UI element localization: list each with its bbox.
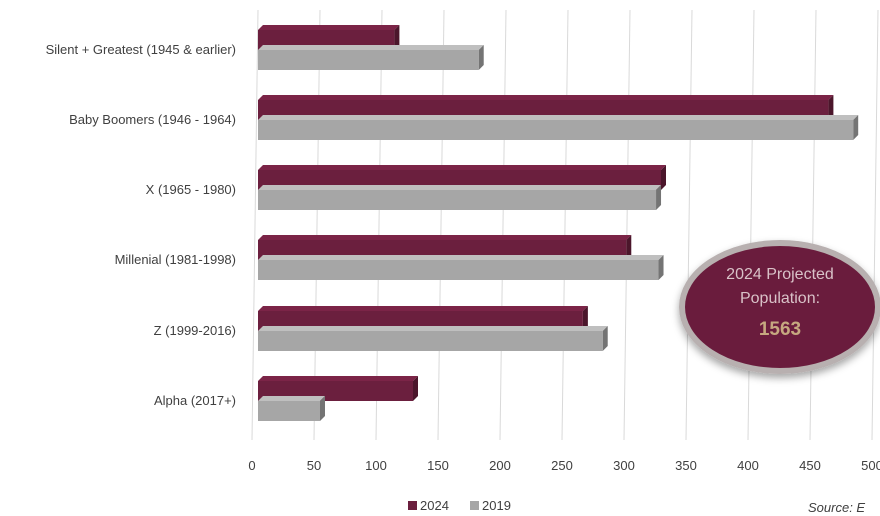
category-label: Alpha (2017+) xyxy=(154,393,236,408)
gridline xyxy=(251,9,259,441)
gridline xyxy=(685,9,693,441)
gridline xyxy=(499,9,507,441)
x-tick-label: 350 xyxy=(675,458,697,473)
bar-top-face xyxy=(258,185,662,190)
legend-label: 2019 xyxy=(482,498,511,513)
bar-side-face xyxy=(853,115,859,140)
bar-2019 xyxy=(258,190,657,210)
projection-callout: 2024 Projected Population: 1563 xyxy=(679,240,880,374)
bar-top-face xyxy=(258,95,834,100)
gridline xyxy=(375,9,383,441)
callout-value: 1563 xyxy=(759,319,801,340)
x-tick-label: 0 xyxy=(248,458,255,473)
gridline xyxy=(561,9,569,441)
x-tick-label: 100 xyxy=(365,458,387,473)
bar-side-face xyxy=(658,255,664,280)
category-labels: Silent + Greatest (1945 & earlier) Baby B… xyxy=(46,42,236,408)
gridlines xyxy=(251,9,879,441)
bar-side-face xyxy=(320,396,325,421)
callout-line-1: 2024 Projected xyxy=(726,266,834,283)
callout-bubble xyxy=(679,240,880,374)
bar-side-face xyxy=(478,45,484,70)
bar-side-face xyxy=(582,306,588,331)
x-tick-label: 450 xyxy=(799,458,821,473)
bar-2019 xyxy=(258,260,659,280)
gridline xyxy=(313,9,321,441)
bar-top-face xyxy=(258,255,664,260)
x-tick-label: 500 xyxy=(861,458,880,473)
bar-side-face xyxy=(656,185,662,210)
bar-top-face xyxy=(258,45,484,50)
bar-2019 xyxy=(258,331,603,351)
category-label: Silent + Greatest (1945 & earlier) xyxy=(46,42,236,57)
bar-top-face xyxy=(258,235,632,240)
bar-top-face xyxy=(258,396,325,401)
x-tick-label: 150 xyxy=(427,458,449,473)
legend-label: 2024 xyxy=(420,498,449,513)
bar-2019 xyxy=(258,50,479,70)
bar-2019 xyxy=(258,401,320,421)
category-label: Z (1999-2016) xyxy=(154,323,236,338)
source-note: Source: E xyxy=(808,500,865,515)
bar-top-face xyxy=(258,25,400,30)
gridline xyxy=(437,9,445,441)
gridline xyxy=(871,9,879,441)
legend-swatch xyxy=(470,501,479,510)
bar-side-face xyxy=(413,376,418,401)
bar-side-face xyxy=(828,95,834,120)
bar-2019 xyxy=(258,120,854,140)
legend: 2024 2019 xyxy=(408,498,511,513)
gridline xyxy=(747,9,755,441)
x-tick-label: 250 xyxy=(551,458,573,473)
bar-top-face xyxy=(258,326,608,331)
category-label: X (1965 - 1980) xyxy=(146,182,236,197)
x-tick-label: 50 xyxy=(307,458,321,473)
x-tick-label: 300 xyxy=(613,458,635,473)
bars xyxy=(258,25,859,421)
bar-side-face xyxy=(602,326,608,351)
bar-top-face xyxy=(258,115,859,120)
category-label: Baby Boomers (1946 - 1964) xyxy=(69,112,236,127)
bar-side-face xyxy=(661,165,666,190)
callout-line-2: Population: xyxy=(740,290,820,307)
bar-top-face xyxy=(258,165,666,170)
bar-top-face xyxy=(258,376,418,381)
bar-side-face xyxy=(394,25,400,50)
x-tick-label: 400 xyxy=(737,458,759,473)
bar-top-face xyxy=(258,306,588,311)
x-axis-tick-labels: 0 50 100 150 200 250 300 350 400 450 500 xyxy=(248,458,880,473)
category-label: Millenial (1981-1998) xyxy=(115,252,236,267)
x-tick-label: 200 xyxy=(489,458,511,473)
gridline xyxy=(809,9,817,441)
legend-swatch xyxy=(408,501,417,510)
bar-side-face xyxy=(626,235,632,260)
gridline xyxy=(623,9,631,441)
